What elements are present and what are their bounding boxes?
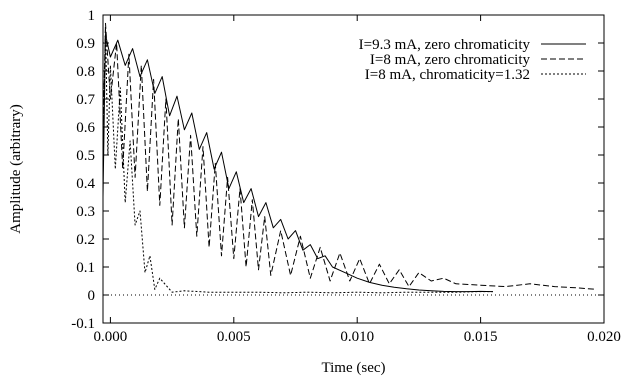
y-tick-label: 0.6 xyxy=(76,120,95,136)
y-tick-label: 0.9 xyxy=(76,36,95,52)
legend-label-3: I=8 mA, chromaticity=1.32 xyxy=(365,67,530,83)
y-tick-label: 1 xyxy=(88,8,96,24)
y-tick-label: 0 xyxy=(88,288,96,304)
series-line-3 xyxy=(102,28,493,294)
x-tick-label: 0.020 xyxy=(587,329,621,345)
legend-label-1: I=9.3 mA, zero chromaticity xyxy=(359,37,531,53)
y-tick-label: 0.1 xyxy=(76,260,95,276)
series-layer xyxy=(102,22,597,294)
legend-label-2: I=8 mA, zero chromaticity xyxy=(370,52,531,68)
x-tick-label: 0.015 xyxy=(464,329,498,345)
y-axis-label: Amplitude (arbitrary) xyxy=(8,104,24,234)
x-axis-label: Time (sec) xyxy=(321,360,385,376)
plot-frame xyxy=(102,14,605,324)
y-tick-label: 0.7 xyxy=(76,92,95,108)
y-tick-label: -0.1 xyxy=(71,316,95,332)
y-tick-label: 0.4 xyxy=(76,176,95,192)
x-tick-label: 0.005 xyxy=(217,329,251,345)
y-tick-label: 0.5 xyxy=(76,148,95,164)
y-tick-label: 0.3 xyxy=(76,204,95,220)
y-tick-label: 0.8 xyxy=(76,64,95,80)
series-line-1 xyxy=(102,34,493,293)
axis-layer: -0.1 0 0.1 0.2 0.3 0.4 0.5 0.6 0.7 0.8 0.9 1 0.000 0.… xyxy=(71,8,621,345)
x-tick-label: 0.010 xyxy=(340,329,374,345)
x-tick-label: 0.000 xyxy=(94,329,128,345)
series-line-2 xyxy=(102,22,597,290)
y-tick-label: 0.2 xyxy=(76,232,95,248)
